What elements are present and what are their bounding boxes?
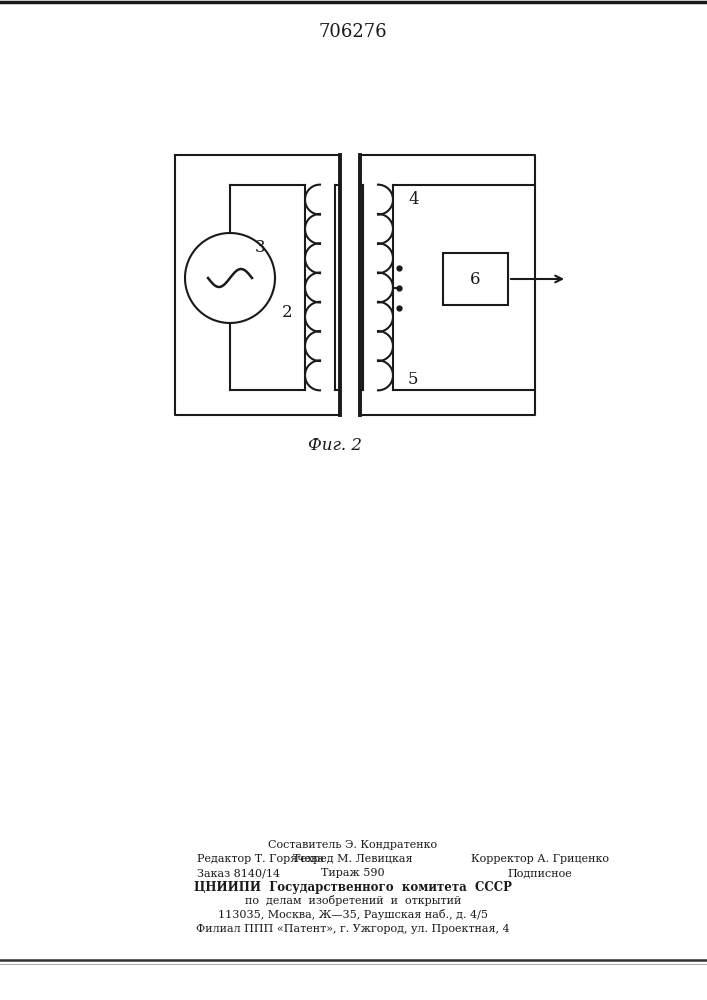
- Text: Заказ 8140/14: Заказ 8140/14: [197, 868, 280, 878]
- Text: 3: 3: [255, 239, 265, 256]
- Text: 706276: 706276: [319, 23, 387, 41]
- Text: Техред М. Левицкая: Техред М. Левицкая: [293, 854, 413, 864]
- Text: 6: 6: [470, 270, 481, 288]
- Text: Редактор Т. Горячева: Редактор Т. Горячева: [197, 854, 324, 864]
- Text: по  делам  изобретений  и  открытий: по делам изобретений и открытий: [245, 896, 461, 906]
- Text: ЦНИИПИ  Государственного  комитета  СССР: ЦНИИПИ Государственного комитета СССР: [194, 880, 512, 894]
- Text: Тираж 590: Тираж 590: [321, 868, 385, 878]
- Text: 4: 4: [408, 192, 419, 209]
- Text: Корректор А. Гриценко: Корректор А. Гриценко: [471, 854, 609, 864]
- Text: Подписное: Подписное: [508, 868, 573, 878]
- Text: 5: 5: [408, 371, 419, 388]
- Text: 113035, Москва, Ж—35, Раушская наб., д. 4/5: 113035, Москва, Ж—35, Раушская наб., д. …: [218, 910, 488, 920]
- Text: Филиал ППП «Патент», г. Ужгород, ул. Проектная, 4: Филиал ППП «Патент», г. Ужгород, ул. Про…: [196, 924, 510, 934]
- Text: 2: 2: [281, 304, 292, 321]
- Text: Фиг. 2: Фиг. 2: [308, 436, 362, 454]
- Text: Составитель Э. Кондратенко: Составитель Э. Кондратенко: [269, 840, 438, 850]
- Bar: [443, 253, 508, 305]
